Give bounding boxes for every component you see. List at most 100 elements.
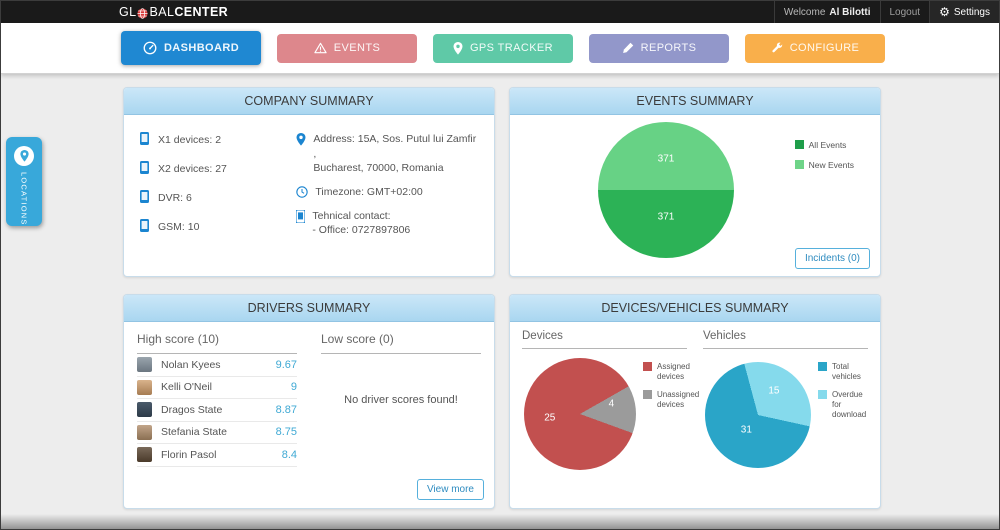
driver-row[interactable]: Stefania State 8.75: [137, 422, 297, 444]
driver-name: Florin Pasol: [161, 448, 217, 461]
tab-gps-tracker[interactable]: GPS TRACKER: [433, 33, 573, 63]
driver-row[interactable]: Dragos State 8.87: [137, 399, 297, 422]
pie-value-label: 4: [608, 398, 615, 410]
settings-button[interactable]: ⚙ Settings: [929, 1, 999, 23]
pencil-icon: [622, 42, 634, 54]
devices-section: Devices 25 4 Assigned devices Unassig: [522, 330, 699, 470]
device-count-text: DVR: 6: [158, 192, 192, 204]
driver-score: 9.67: [275, 358, 297, 371]
brand-text-bold: CENTER: [174, 5, 229, 19]
gauge-icon: [143, 41, 157, 55]
legend-item: Assigned devices: [643, 362, 699, 382]
phone-icon: [295, 209, 306, 224]
contact-title: Tehnical contact:: [312, 209, 391, 222]
map-pin-icon: [296, 133, 306, 146]
logout-link[interactable]: Logout: [879, 1, 930, 23]
page-bottom-shade: [1, 514, 999, 529]
avatar: [137, 357, 152, 373]
company-summary-panel: COMPANY SUMMARY X1 devices: 2 X2 devices…: [123, 87, 495, 277]
address-line-2: Bucharest, 70000, Romania: [313, 162, 444, 175]
driver-name: Nolan Kyees: [161, 358, 221, 371]
legend-label: Unassigned devices: [657, 390, 700, 409]
view-more-button[interactable]: View more: [416, 479, 484, 500]
driver-score: 8.87: [275, 403, 297, 416]
map-pin-icon: [14, 146, 34, 166]
tab-reports[interactable]: REPORTS: [589, 33, 729, 63]
high-score-list: Nolan Kyees 9.67 Kelli O'Neil 9 Dragos S…: [137, 354, 297, 467]
legend-swatch: [643, 390, 652, 399]
gear-icon: ⚙: [939, 5, 950, 19]
legend-label: Overdue for download: [832, 390, 867, 419]
avatar: [137, 424, 152, 440]
mobile-device-icon: [140, 190, 149, 206]
vehicles-subtitle: Vehicles: [703, 330, 868, 349]
pie-value-label: 25: [544, 412, 556, 424]
legend-swatch: [818, 390, 827, 399]
timezone-item: Timezone: GMT+02:00: [296, 185, 480, 200]
legend-item: Unassigned devices: [643, 390, 699, 410]
main-nav: DASHBOARD EVENTS GPS TRACKER REPORTS CON…: [1, 23, 999, 74]
user-name: Al Bilotti: [829, 6, 871, 18]
warning-icon: [314, 42, 327, 54]
brand-text-pre: GL: [119, 5, 137, 19]
tab-dashboard[interactable]: DASHBOARD: [121, 31, 261, 65]
tab-configure[interactable]: CONFIGURE: [745, 33, 885, 63]
topbar: GL BAL CENTER Welcome Al Bilotti Logout …: [1, 1, 999, 23]
company-info-column: Address: 15A, Sos. Putul lui Zamfir , Bu…: [295, 132, 480, 248]
events-pie-chart: 371 371: [598, 122, 734, 258]
company-summary-body: X1 devices: 2 X2 devices: 27 DVR: 6 GSM:…: [124, 115, 494, 248]
mobile-device-icon: [140, 132, 149, 148]
driver-name: Dragos State: [161, 403, 223, 416]
legend-item: All Events: [794, 140, 854, 151]
vehicles-legend: Total vehicles Overdue for download: [818, 362, 868, 468]
pie-value-label: 31: [740, 424, 752, 436]
settings-label: Settings: [953, 6, 990, 18]
locations-label: LOCATIONS: [19, 172, 29, 226]
welcome-label: Welcome: [783, 6, 826, 18]
avatar: [137, 447, 152, 463]
pie-value-label: 15: [768, 385, 780, 397]
tab-label: DASHBOARD: [163, 42, 240, 54]
timezone-text: Timezone: GMT+02:00: [315, 186, 423, 199]
incidents-button[interactable]: Incidents (0): [794, 248, 870, 269]
list-item: GSM: 10: [140, 219, 296, 235]
clock-icon: [296, 186, 309, 198]
devices-pie-chart: 25 4: [524, 358, 636, 470]
driver-score: 8.4: [281, 448, 297, 461]
driver-row[interactable]: Nolan Kyees 9.67: [137, 354, 297, 377]
legend-label: New Events: [808, 159, 854, 170]
address-item: Address: 15A, Sos. Putul lui Zamfir , Bu…: [296, 132, 480, 176]
address-line-1: Address: 15A, Sos. Putul lui Zamfir ,: [313, 133, 477, 160]
devices-vehicles-summary-panel: DEVICES/VEHICLES SUMMARY Devices 25 4 As…: [509, 294, 881, 509]
brand-text-mid: BAL: [149, 5, 175, 19]
driver-score: 8.75: [275, 426, 297, 439]
tab-label: CONFIGURE: [789, 42, 860, 54]
driver-row[interactable]: Florin Pasol 8.4: [137, 444, 297, 467]
tab-events[interactable]: EVENTS: [277, 33, 417, 63]
welcome-text: Welcome Al Bilotti: [773, 1, 880, 23]
mobile-device-icon: [140, 219, 149, 235]
mobile-device-icon: [140, 161, 149, 177]
drivers-summary-body: High score (10) Nolan Kyees 9.67 Kelli O…: [124, 322, 494, 467]
low-score-header: Low score (0): [321, 332, 481, 354]
legend-item: New Events: [794, 159, 854, 171]
driver-row[interactable]: Kelli O'Neil 9: [137, 377, 297, 399]
locations-side-tab[interactable]: LOCATIONS: [6, 137, 42, 226]
legend-label: Assigned devices: [657, 362, 690, 381]
driver-name: Stefania State: [161, 426, 227, 439]
high-score-column: High score (10) Nolan Kyees 9.67 Kelli O…: [137, 332, 297, 467]
panel-title: DEVICES/VEHICLES SUMMARY: [510, 295, 880, 322]
legend-label: All Events: [808, 140, 847, 150]
events-summary-body: 371 371 All Events New Events Incidents …: [510, 115, 880, 277]
low-score-column: Low score (0) No driver scores found!: [321, 332, 481, 467]
legend-swatch: [794, 140, 804, 149]
tab-label: GPS TRACKER: [469, 42, 554, 54]
drivers-summary-panel: DRIVERS SUMMARY High score (10) Nolan Ky…: [123, 294, 495, 509]
avatar: [137, 379, 152, 395]
device-count-text: X2 devices: 27: [158, 163, 227, 175]
globe-icon: [137, 7, 149, 19]
high-score-header: High score (10): [137, 332, 297, 354]
events-legend: All Events New Events: [794, 140, 854, 179]
legend-swatch: [818, 362, 827, 371]
